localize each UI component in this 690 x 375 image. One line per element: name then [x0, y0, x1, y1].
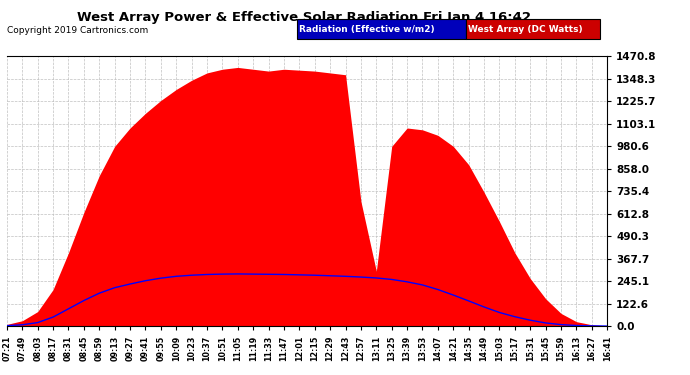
- Text: Copyright 2019 Cartronics.com: Copyright 2019 Cartronics.com: [7, 26, 148, 35]
- Text: Radiation (Effective w/m2): Radiation (Effective w/m2): [299, 25, 435, 34]
- Text: West Array Power & Effective Solar Radiation Fri Jan 4 16:42: West Array Power & Effective Solar Radia…: [77, 11, 531, 24]
- Text: West Array (DC Watts): West Array (DC Watts): [468, 25, 582, 34]
